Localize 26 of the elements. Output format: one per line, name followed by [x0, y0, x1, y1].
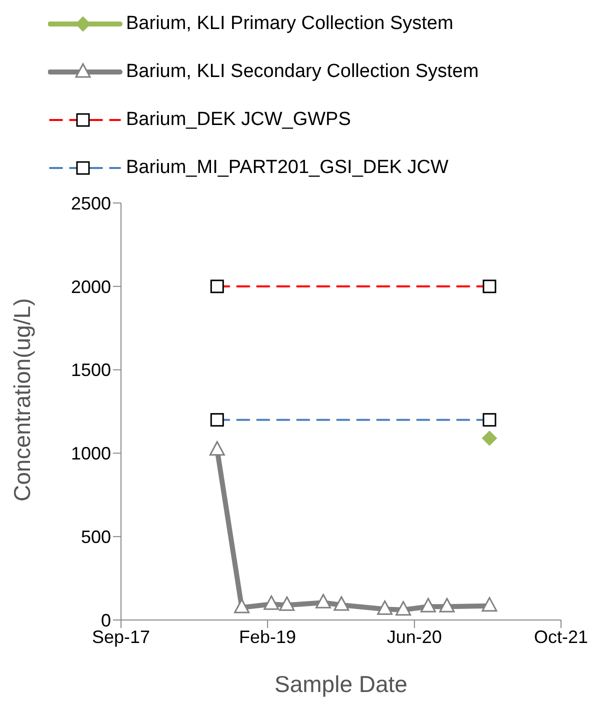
legend-label: Barium_MI_PART201_GSI_DEK JCW	[126, 157, 448, 179]
y-axis-title: Concentration(ug/L)	[9, 298, 36, 502]
point	[482, 430, 497, 446]
y-tick-label: 1500	[70, 360, 111, 380]
legend-label: Barium, KLI Primary Collection System	[126, 13, 454, 35]
point	[439, 598, 455, 612]
legend-label: Barium_DEK JCW_GWPS	[126, 109, 351, 131]
x-tick-label: Oct-21	[534, 626, 588, 647]
point	[482, 597, 498, 612]
y-tick-label: 2000	[70, 276, 111, 297]
y-tick-label: 2500	[70, 193, 111, 214]
legend-label: Barium, KLI Secondary Collection System	[126, 61, 479, 83]
point	[334, 596, 350, 611]
y-tick-label: 1000	[70, 444, 111, 464]
x-tick-label: Feb-19	[239, 626, 296, 647]
x-axis-title: Sample Date	[274, 671, 408, 697]
point	[316, 594, 332, 608]
y-tick-label: 500	[80, 526, 111, 547]
point	[234, 598, 250, 614]
point	[377, 600, 393, 615]
point	[279, 596, 295, 611]
point	[209, 441, 225, 456]
x-tick-label: Jun-20	[386, 626, 442, 647]
point	[396, 601, 412, 616]
point	[420, 598, 436, 612]
point	[264, 595, 280, 610]
